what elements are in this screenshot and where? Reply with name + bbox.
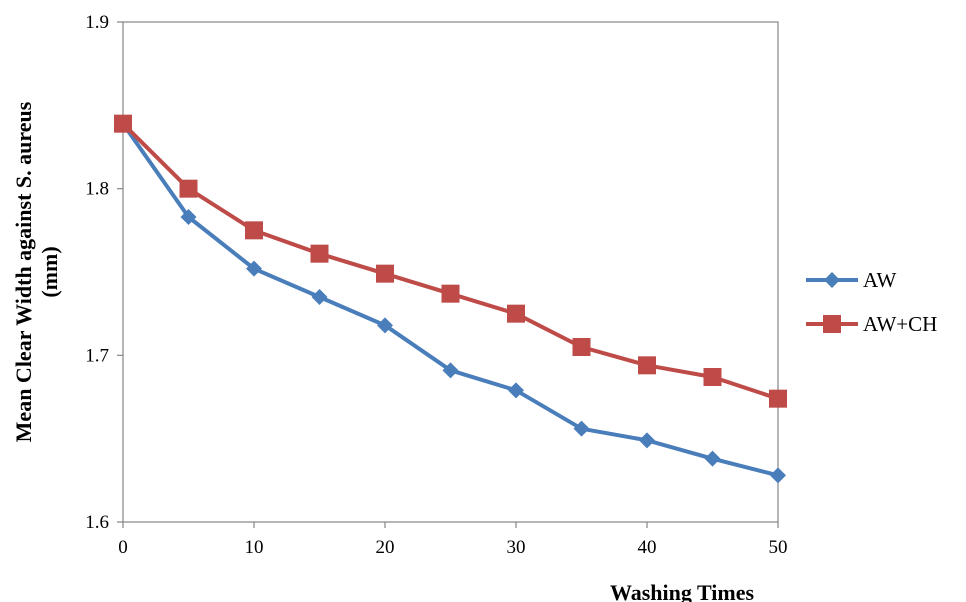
data-point-square xyxy=(245,221,263,240)
x-axis: 0 10 20 30 40 50 xyxy=(118,522,788,558)
y-tick-label: 1.9 xyxy=(85,12,109,33)
data-point-diamond xyxy=(442,362,459,379)
legend-item: AW xyxy=(806,268,896,292)
data-point-square xyxy=(179,179,198,198)
series-aw-ch xyxy=(114,114,787,408)
y-tick-label: 1.8 xyxy=(85,179,109,200)
x-tick-label: 40 xyxy=(638,537,657,558)
legend-marker-square xyxy=(823,315,841,333)
data-point-square xyxy=(441,284,460,303)
data-point-diamond xyxy=(704,450,721,467)
data-point-diamond xyxy=(180,209,197,225)
data-point-square xyxy=(114,114,132,133)
series-layer xyxy=(114,114,787,484)
y-axis-title-line-2: (mm) xyxy=(37,246,62,297)
y-axis-title-line-1: Mean Clear Width against S. aureus xyxy=(11,101,36,442)
y-axis: 1.6 1.7 1.8 1.9 xyxy=(85,12,123,533)
data-point-square xyxy=(310,244,329,263)
x-tick-label: 30 xyxy=(507,537,526,558)
x-tick-label: 50 xyxy=(769,537,788,558)
legend-item: AW+CH xyxy=(806,312,937,336)
data-point-diamond xyxy=(311,289,328,305)
x-axis-title: Washing Times xyxy=(610,580,755,602)
data-point-square xyxy=(638,356,656,375)
series-line xyxy=(121,122,779,401)
data-point-diamond xyxy=(770,467,786,484)
data-point-square xyxy=(769,389,787,408)
y-tick-label: 1.6 xyxy=(85,512,109,533)
data-point-diamond xyxy=(246,260,262,277)
x-tick-label: 10 xyxy=(245,537,264,558)
legend: AW AW+CH xyxy=(806,268,937,336)
data-point-diamond xyxy=(377,317,393,334)
legend-label: AW xyxy=(863,268,896,292)
data-point-square xyxy=(507,304,525,323)
data-point-square xyxy=(572,338,591,356)
data-point-diamond xyxy=(508,382,524,399)
y-tick-label: 1.7 xyxy=(85,345,109,366)
legend-label: AW+CH xyxy=(863,312,937,336)
plot-area xyxy=(122,21,779,523)
data-point-diamond xyxy=(639,432,655,449)
plot-border xyxy=(122,21,779,523)
x-tick-label: 0 xyxy=(118,537,128,558)
data-point-diamond xyxy=(573,420,590,437)
data-point-square xyxy=(376,264,394,283)
data-point-square xyxy=(703,368,722,386)
x-tick-label: 20 xyxy=(376,537,395,558)
legend-marker-diamond xyxy=(824,272,840,288)
